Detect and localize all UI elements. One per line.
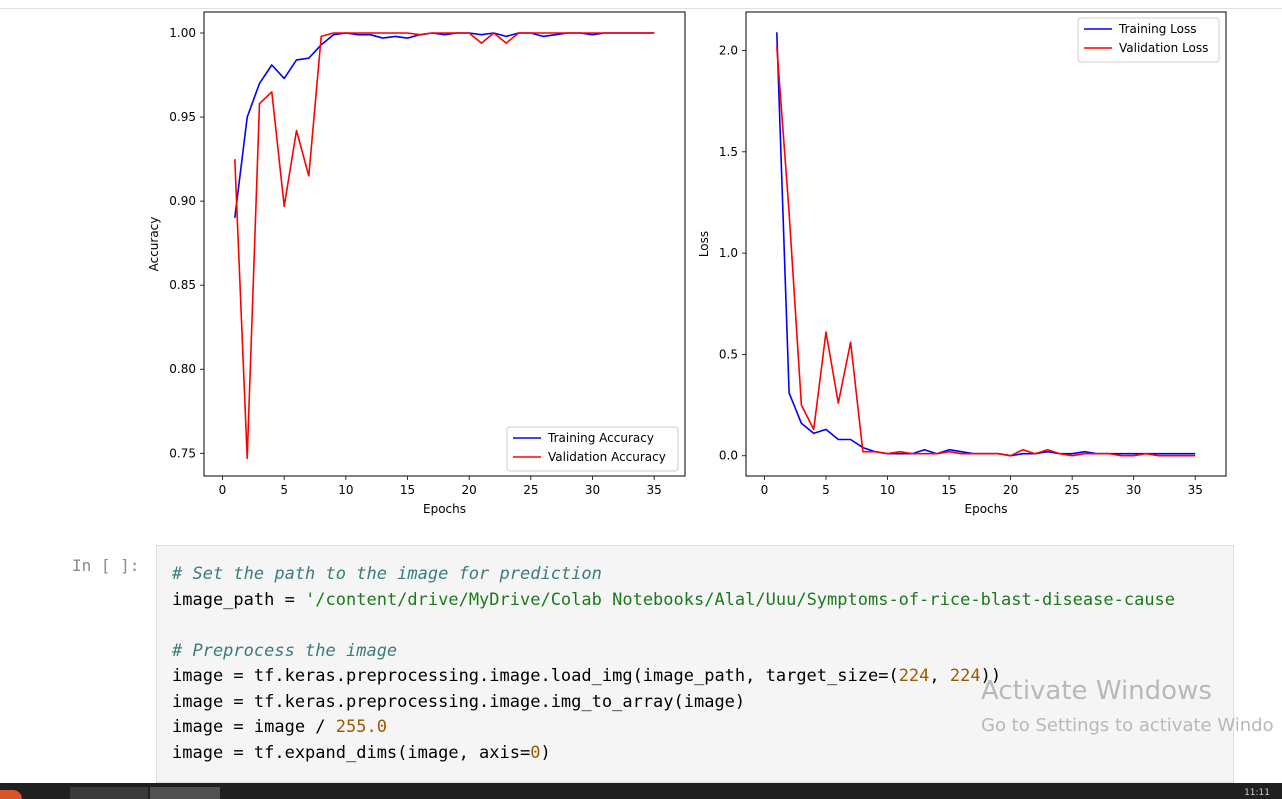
legend-box — [506, 426, 679, 472]
code-token: # Preprocess the image — [172, 640, 398, 661]
code-line: # Set the path to the image for predicti… — [172, 564, 602, 584]
cell-prompt: In [ ]: — [72, 556, 140, 575]
x-tick-label: 10 — [880, 483, 895, 497]
y-tick-label: 0.5 — [719, 347, 738, 361]
taskbar-app-active[interactable] — [150, 787, 220, 799]
x-tick-label: 20 — [1003, 483, 1018, 497]
training-plots-output: 0 5 10 15 20 25 30 350.750.800.850.900.951.00Ep… — [147, 11, 1227, 516]
x-tick-label: 5 — [822, 483, 830, 497]
x-axis-label: Epochs — [423, 502, 466, 516]
y-tick-label: 0.90 — [169, 194, 196, 208]
series-line — [776, 46, 1196, 457]
code-line: image = tf.keras.preprocessing.image.img… — [172, 692, 745, 712]
code-token: 224 — [898, 666, 930, 686]
x-tick-label: 20 — [462, 483, 477, 497]
y-tick-label: 1.00 — [169, 26, 196, 40]
code-line: image = tf.keras.preprocessing.image.loa… — [172, 666, 1001, 686]
x-tick-label: 15 — [400, 483, 415, 497]
code-line: image = image / 255.0 — [172, 717, 387, 737]
x-axis-label: Epochs — [965, 502, 1008, 516]
x-tick-label: 35 — [647, 483, 662, 497]
code-token: ) — [540, 742, 551, 763]
notebook-top-border — [0, 0, 1282, 9]
legend-label: Validation Loss — [1119, 41, 1208, 55]
code-token: # Set the path to the image for predicti… — [172, 564, 602, 584]
code-editor[interactable]: # Set the path to the image for predicti… — [172, 562, 1175, 766]
x-tick-label: 5 — [280, 483, 288, 497]
x-tick-label: 30 — [1126, 483, 1141, 497]
activation-watermark-title: Activate Windows — [981, 676, 1212, 706]
code-line: # Preprocess the image — [172, 641, 397, 661]
y-tick-label: 1.5 — [719, 145, 738, 159]
y-tick-label: 1.0 — [719, 246, 738, 260]
code-token: , — [929, 666, 950, 686]
series-line — [234, 32, 655, 218]
x-tick-label: 10 — [338, 483, 353, 497]
y-tick-label: 0.95 — [169, 110, 196, 124]
legend-label: Validation Accuracy — [548, 450, 666, 464]
code-token: image = tf.keras.preprocessing.image.img… — [172, 691, 746, 712]
y-tick-label: 0.80 — [169, 362, 196, 376]
x-tick-label: 30 — [585, 483, 600, 497]
y-tick-label: 0.75 — [169, 446, 196, 460]
code-token: image = image / — [172, 717, 336, 737]
taskbar-app[interactable] — [70, 787, 148, 799]
code-line: image_path = '/content/drive/MyDrive/Col… — [172, 590, 1175, 610]
series-line — [776, 32, 1196, 457]
legend-label: Training Loss — [1118, 22, 1196, 36]
x-tick-label: 35 — [1188, 483, 1203, 497]
taskbar: 11:11 — [0, 783, 1282, 799]
x-tick-label: 0 — [219, 483, 227, 497]
x-tick-label: 15 — [941, 483, 956, 497]
plot-frame — [745, 11, 1227, 477]
legend-label: Training Accuracy — [547, 431, 654, 445]
code-token: '/content/drive/MyDrive/Colab Notebooks/… — [305, 589, 1176, 610]
x-tick-label: 25 — [523, 483, 538, 497]
activation-watermark-subtitle: Go to Settings to activate Windo — [981, 715, 1274, 736]
code-token: 0 — [530, 742, 541, 763]
taskbar-clock: 11:11 — [1244, 788, 1270, 798]
code-cell[interactable] — [156, 545, 1234, 783]
app-logo-icon[interactable] — [0, 790, 22, 799]
y-tick-label: 0.0 — [719, 449, 738, 463]
code-token: image = tf.keras.preprocessing.image.loa… — [172, 666, 899, 686]
code-token: )) — [980, 666, 1002, 686]
y-tick-label: 2.0 — [719, 43, 738, 57]
code-line: image = tf.expand_dims(image, axis=0) — [172, 743, 551, 763]
x-tick-label: 25 — [1065, 483, 1080, 497]
x-tick-label: 0 — [761, 483, 769, 497]
series-line — [234, 32, 655, 460]
code-token: image_path = — [172, 589, 306, 610]
legend-box — [1077, 17, 1220, 63]
plot-frame — [203, 11, 686, 477]
code-token: 255.0 — [335, 717, 387, 737]
y-axis-label: Loss — [697, 231, 711, 257]
y-axis-label: Accuracy — [147, 217, 161, 272]
code-token: 224 — [949, 666, 981, 686]
y-tick-label: 0.85 — [169, 278, 196, 292]
code-token: image = tf.expand_dims(image, axis= — [172, 742, 531, 763]
